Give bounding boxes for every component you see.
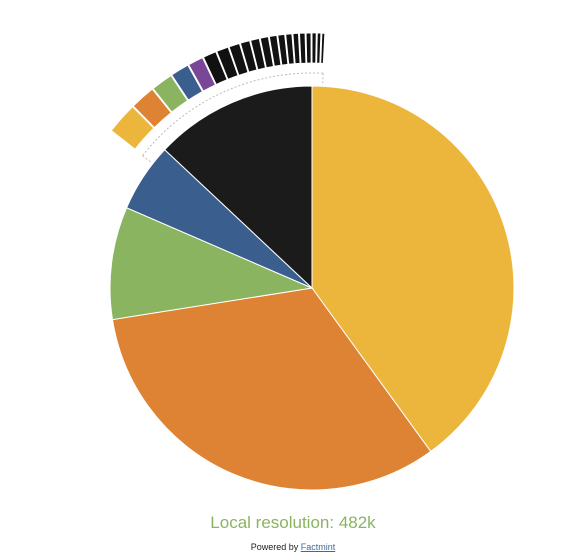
pie-chart — [109, 32, 515, 491]
pie-slices — [109, 85, 515, 491]
pie-slice-3[interactable] — [109, 207, 314, 321]
breakdown-connector-1 — [142, 155, 152, 163]
breakdown-segment-5[interactable] — [188, 57, 216, 92]
breakdown-segment-8[interactable] — [228, 43, 249, 76]
factmint-link[interactable]: Factmint — [300, 542, 336, 552]
breakdown-segment-14[interactable] — [285, 33, 295, 65]
breakdown-segment-6[interactable] — [202, 51, 228, 85]
breakdown-segment-13[interactable] — [277, 34, 289, 66]
breakdown-segment-10[interactable] — [250, 38, 266, 71]
breakdown-segment-9[interactable] — [239, 40, 258, 73]
breakdown-connector-2 — [322, 73, 324, 84]
breakdown-segment-1[interactable] — [110, 106, 155, 150]
breakdown-segment-18[interactable] — [311, 32, 317, 64]
pie-slice-2[interactable] — [111, 287, 432, 491]
pie-slice-5[interactable] — [164, 85, 313, 290]
breakdown-segment-12[interactable] — [268, 35, 282, 67]
breakdown-segment-7[interactable] — [216, 46, 239, 80]
powered-by: Powered by Factmint — [0, 542, 586, 552]
breakdown-segment-17[interactable] — [305, 32, 312, 64]
breakdown-segment-2[interactable] — [132, 88, 172, 128]
breakdown-ring — [110, 32, 326, 150]
breakdown-segment-16[interactable] — [299, 32, 307, 64]
breakdown-segment-3[interactable] — [152, 75, 189, 113]
breakdown-guide — [142, 72, 324, 163]
total-label: Local resolution: 482k — [210, 513, 376, 532]
breakdown-segment-20[interactable] — [320, 32, 326, 64]
powered-by-text: Powered by — [250, 542, 301, 552]
breakdown-segment-15[interactable] — [292, 32, 301, 65]
breakdown-segment-19[interactable] — [316, 32, 322, 64]
breakdown-segment-4[interactable] — [171, 64, 203, 101]
breakdown-segment-11[interactable] — [259, 36, 274, 69]
pie-slice-1[interactable] — [311, 85, 515, 453]
